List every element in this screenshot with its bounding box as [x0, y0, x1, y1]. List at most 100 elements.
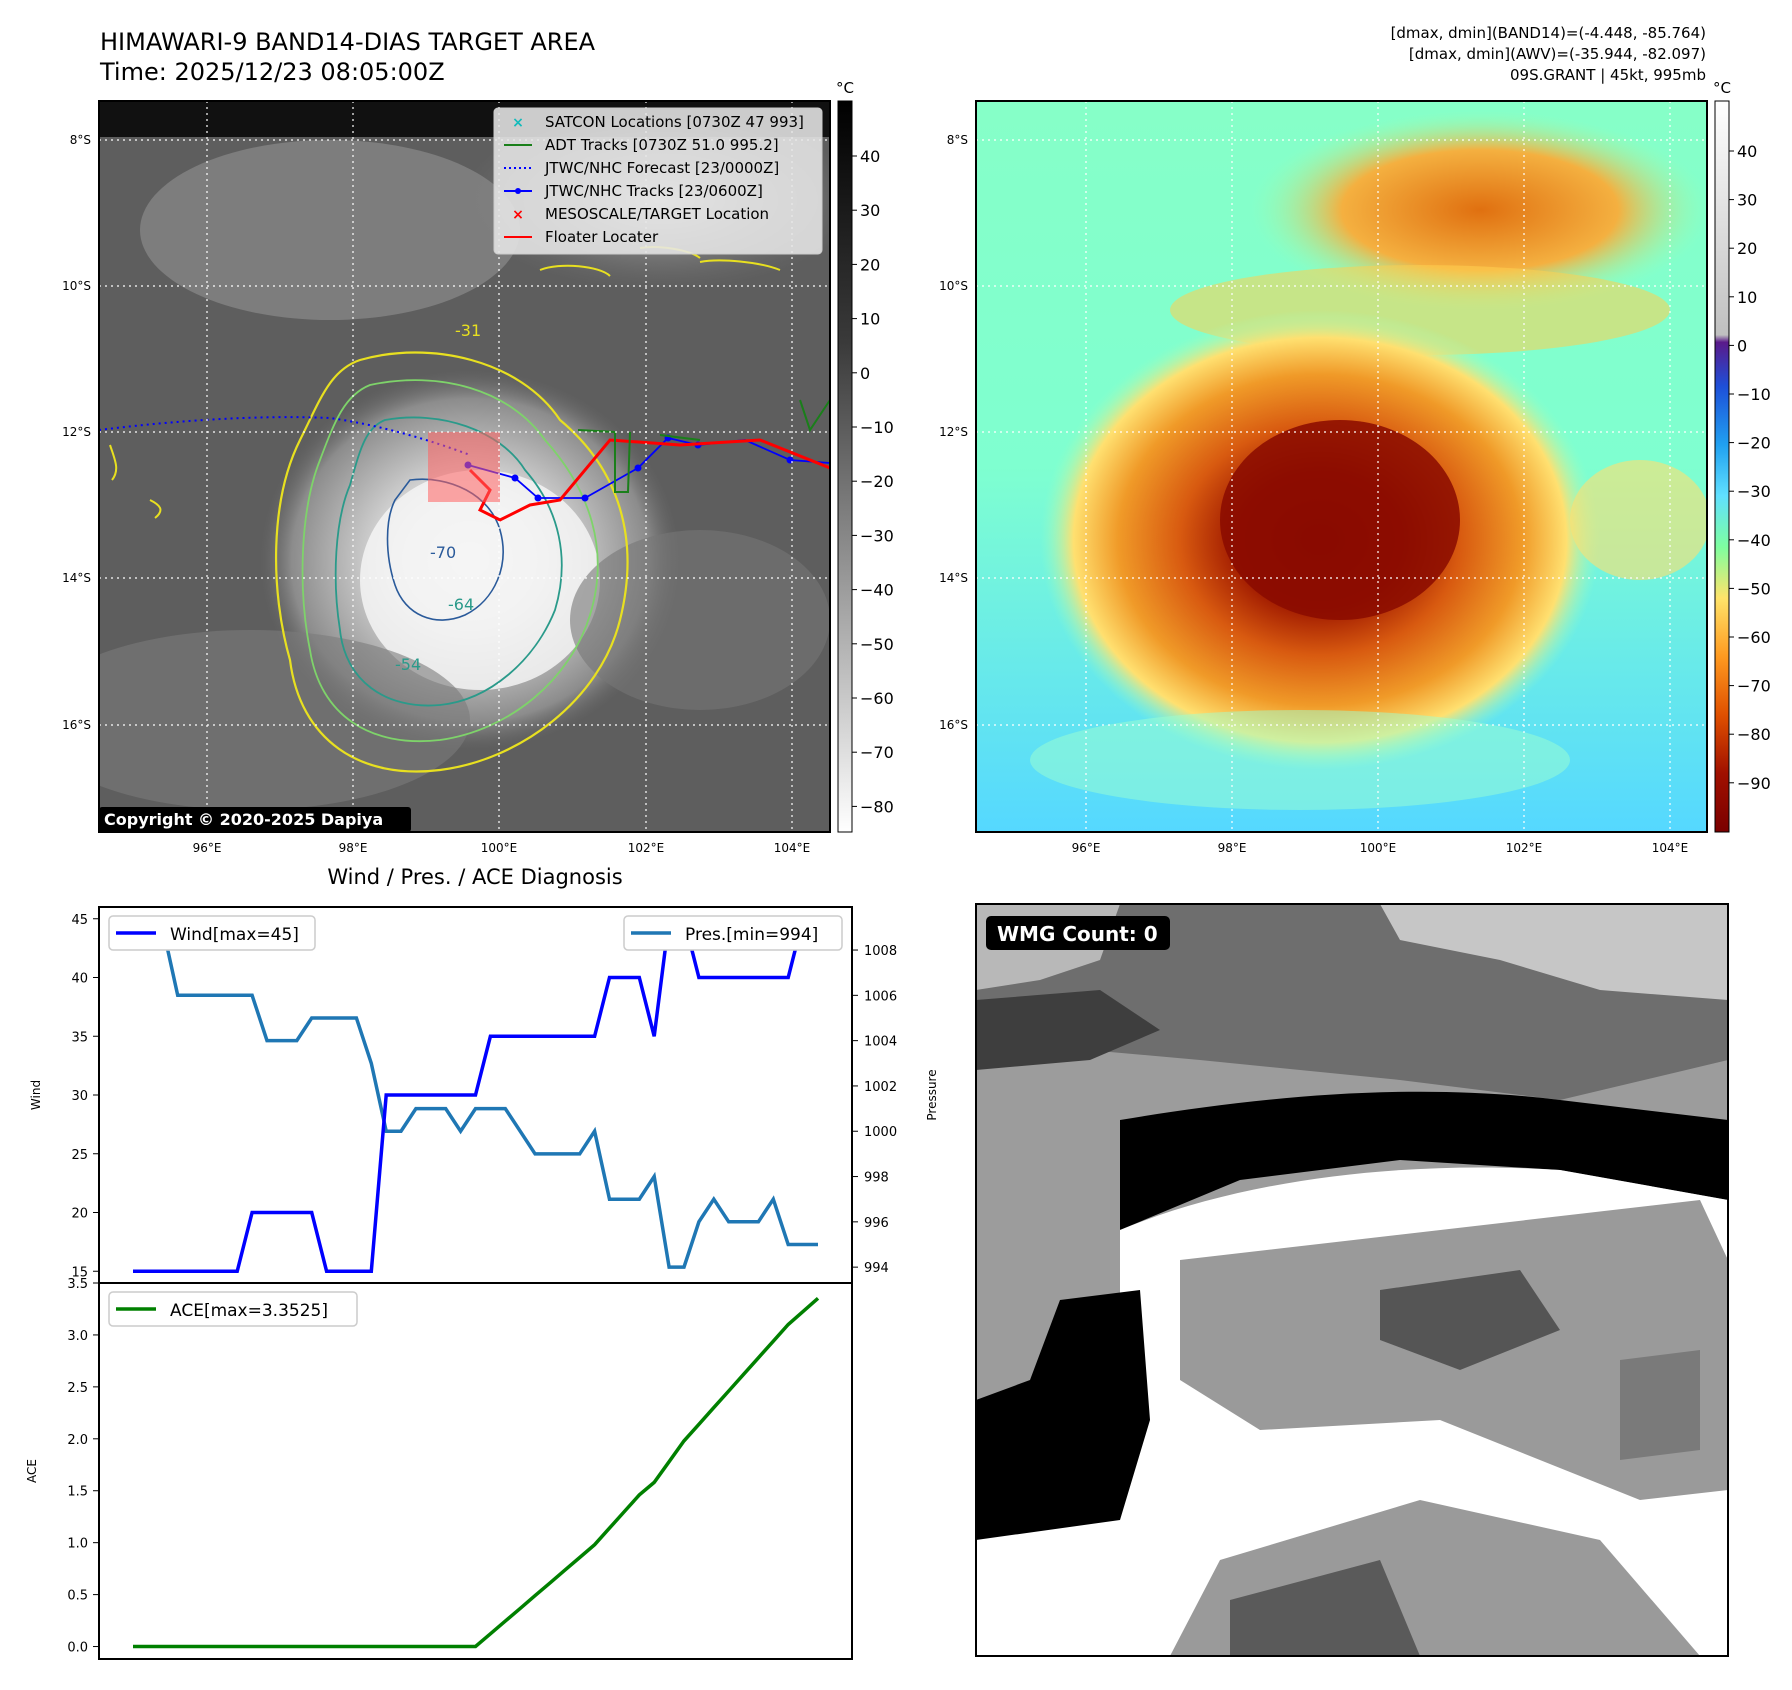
colorbar-tick-label: 10	[860, 310, 880, 329]
wind-legend	[108, 915, 316, 951]
wind-axis-label: Wind	[29, 1080, 43, 1110]
lon-label: 98°E	[339, 841, 368, 855]
wmg-badge	[986, 916, 1170, 950]
ace-tick-label: 1.0	[67, 1537, 88, 1552]
lat-label: 12°S	[939, 425, 968, 439]
contour-label: -54	[395, 655, 421, 674]
ace-tick-label: 1.5	[67, 1485, 88, 1500]
lat-label: 8°S	[947, 133, 968, 147]
pressure-tick-label: 994	[864, 1261, 889, 1276]
ace-legend-label: ACE[max=3.3525]	[170, 1301, 328, 1321]
awv-gridlines	[976, 101, 1707, 832]
ir-colorbar	[837, 100, 853, 833]
legend-label: JTWC/NHC Tracks [23/0600Z]	[544, 182, 763, 200]
copyright-text: Copyright © 2020-2025 Dapiya	[104, 810, 383, 829]
wind-tick-label: 45	[71, 913, 88, 928]
ace-axis-label: ACE	[25, 1459, 39, 1483]
contour-label: -70	[430, 543, 456, 562]
awv-range: [dmax, dmin](AWV)=(-35.944, -82.097)	[1409, 45, 1706, 63]
colorbar-tick-label: 30	[1737, 191, 1757, 210]
pressure-tick-label: 996	[864, 1216, 889, 1231]
colorbar-tick-label: −10	[1737, 385, 1771, 404]
lon-label: 104°E	[774, 841, 811, 855]
colorbar-tick-label: −20	[1737, 434, 1771, 453]
colorbar-tick-label: −70	[1737, 677, 1771, 696]
colorbar-tick-label: −40	[1737, 531, 1771, 550]
awv-frame	[975, 100, 1708, 833]
awv-colorbar-unit: °C	[1713, 79, 1731, 97]
ace-series	[133, 1296, 820, 1649]
wmg-imagery	[976, 904, 1728, 1656]
awv-imagery	[976, 101, 1707, 832]
colorbar-tick-label: 0	[860, 364, 870, 383]
figure-title: HIMAWARI-9 BAND14-DIAS TARGET AREA	[100, 28, 596, 56]
colorbar-tick-label: 30	[860, 201, 880, 220]
colorbar-tick-label: −30	[860, 526, 894, 545]
pressure-axis-label: Pressure	[925, 1069, 939, 1120]
wind-tick-label: 40	[71, 972, 88, 987]
legend-label: SATCON Locations [0730Z 47 993]	[545, 113, 804, 131]
lon-label: 98°E	[1218, 841, 1247, 855]
colorbar-tick-label: −60	[860, 689, 894, 708]
figure-time: Time: 2025/12/23 08:05:00Z	[99, 58, 445, 86]
colorbar-tick-label: 0	[1737, 336, 1747, 355]
colorbar-tick-label: −60	[1737, 628, 1771, 647]
adt-track-line	[577, 399, 830, 493]
legend-marker-dot	[515, 188, 521, 194]
colorbar-tick-label: −80	[860, 797, 894, 816]
colorbar-tick-label: 20	[1737, 239, 1757, 258]
lat-label: 12°S	[62, 425, 91, 439]
ir-legend: × SATCON Locations [0730Z 47 993] ADT Trac…	[493, 107, 823, 255]
jtwc-track-line	[467, 437, 830, 499]
contour-label: -31	[455, 321, 481, 340]
lon-label: 100°E	[481, 841, 518, 855]
ace-tick-label: 3.5	[67, 1277, 88, 1292]
pressure-tick-label: 1000	[864, 1125, 897, 1140]
colorbar-tick-label: −10	[860, 418, 894, 437]
pressure-tick-label: 1002	[864, 1080, 897, 1095]
wmg-badge-text: WMG Count: 0	[997, 922, 1158, 946]
lon-label: 96°E	[1072, 841, 1101, 855]
colorbar-tick-label: 40	[860, 147, 880, 166]
lon-label: 104°E	[1652, 841, 1689, 855]
legend-label: JTWC/NHC Forecast [23/0000Z]	[544, 159, 779, 177]
colorbar-tick-label: −20	[860, 472, 894, 491]
wind-series	[133, 917, 818, 1274]
ace-tick-label: 0.5	[67, 1589, 88, 1604]
band14-range: [dmax, dmin](BAND14)=(-4.448, -85.764)	[1391, 24, 1706, 42]
colorbar-tick-label: −40	[860, 581, 894, 600]
ir-contours	[109, 246, 781, 773]
pressure-tick-label: 1006	[864, 989, 897, 1004]
pressure-tick-label: 998	[864, 1171, 889, 1186]
colorbar-tick-label: 20	[860, 255, 880, 274]
legend-label: Floater Locater	[545, 228, 659, 246]
ace-tick-label: 2.0	[67, 1433, 88, 1448]
legend-label: MESOSCALE/TARGET Location	[545, 205, 769, 223]
awv-panel: °C 40 30 20 10 0 −10 −20 −30 −40 −50 −60 −70 −80 −90	[975, 79, 1771, 833]
awv-colorbar	[1714, 100, 1730, 833]
lat-label: 10°S	[939, 279, 968, 293]
contour-label: -64	[448, 595, 474, 614]
colorbar-tick-label: 10	[1737, 288, 1757, 307]
lat-label: 10°S	[62, 279, 91, 293]
wind-tick-label: 35	[71, 1030, 88, 1045]
mesoscale-box	[428, 432, 500, 502]
lon-label: 102°E	[1506, 841, 1543, 855]
colorbar-tick-label: −90	[1737, 774, 1771, 793]
colorbar-tick-label: −30	[1737, 482, 1771, 501]
lat-label: 14°S	[62, 571, 91, 585]
wind-tick-label: 15	[71, 1265, 88, 1280]
lon-label: 102°E	[628, 841, 665, 855]
lat-label: 16°S	[939, 718, 968, 732]
pressure-legend-label: Pres.[min=994]	[685, 925, 818, 945]
pressure-legend	[623, 915, 843, 951]
ace-tick-label: 0.0	[67, 1641, 88, 1656]
legend-label: ADT Tracks [0730Z 51.0 995.2]	[545, 136, 779, 154]
colorbar-tick-label: −50	[860, 635, 894, 654]
pressure-series	[133, 925, 818, 1269]
wind-tick-label: 25	[71, 1148, 88, 1163]
colorbar-tick-label: −80	[1737, 725, 1771, 744]
legend-marker: ×	[512, 207, 524, 223]
wind-tick-label: 20	[71, 1207, 88, 1222]
